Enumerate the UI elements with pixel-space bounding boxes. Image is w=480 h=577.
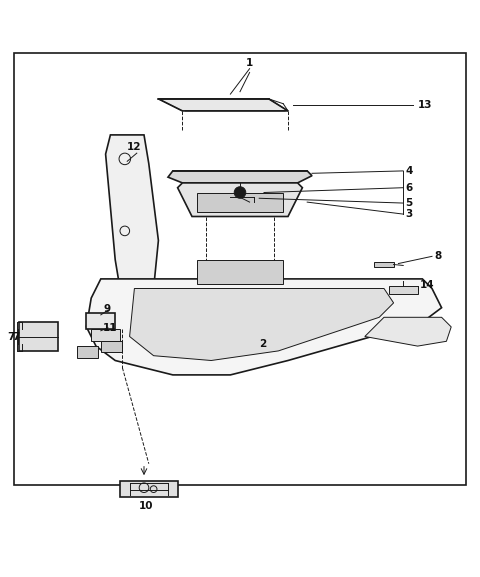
Polygon shape — [389, 286, 418, 294]
Polygon shape — [197, 260, 283, 284]
Polygon shape — [178, 183, 302, 216]
Text: 4: 4 — [406, 166, 413, 176]
Text: 7: 7 — [12, 332, 19, 342]
Text: 10: 10 — [139, 501, 154, 511]
Polygon shape — [106, 135, 158, 288]
Text: 11: 11 — [103, 323, 118, 333]
Polygon shape — [91, 329, 120, 342]
Polygon shape — [86, 313, 115, 329]
Polygon shape — [77, 346, 98, 358]
Polygon shape — [158, 99, 288, 111]
Polygon shape — [374, 262, 394, 267]
Polygon shape — [101, 342, 122, 352]
Polygon shape — [197, 193, 283, 212]
Text: 7: 7 — [7, 332, 14, 342]
Polygon shape — [130, 288, 394, 361]
Polygon shape — [86, 279, 442, 375]
Text: 8: 8 — [434, 252, 442, 261]
Text: 13: 13 — [418, 100, 432, 110]
Text: 9: 9 — [103, 304, 110, 314]
Text: 3: 3 — [406, 209, 413, 219]
Polygon shape — [168, 171, 312, 183]
Circle shape — [234, 187, 246, 198]
Text: 14: 14 — [420, 280, 434, 290]
Polygon shape — [19, 322, 58, 351]
Text: 6: 6 — [406, 183, 413, 193]
Polygon shape — [120, 481, 178, 497]
Text: 2: 2 — [259, 339, 266, 349]
Text: 5: 5 — [406, 198, 413, 208]
Text: 12: 12 — [127, 142, 142, 152]
Text: 1: 1 — [246, 58, 253, 68]
Polygon shape — [365, 317, 451, 346]
